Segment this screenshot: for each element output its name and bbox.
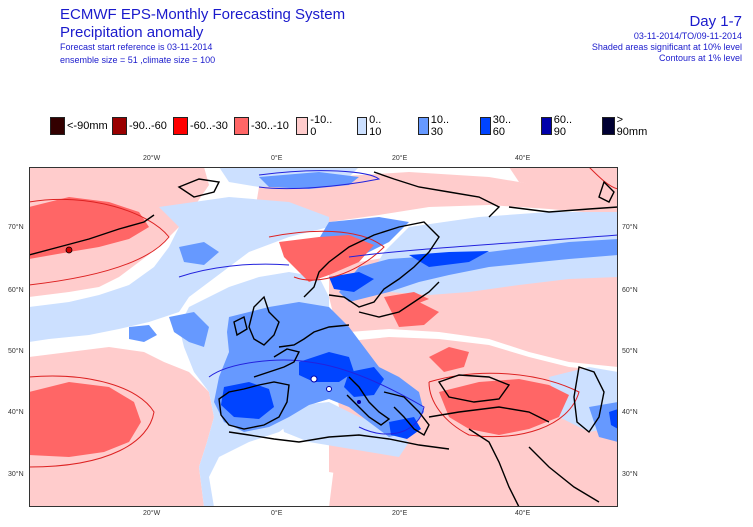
lon-label-bottom: 20°E [392, 510, 408, 517]
legend-swatch [50, 117, 65, 135]
contour-note: Contours at 1% level [658, 53, 742, 63]
coastlines [29, 171, 618, 507]
significance-contours [29, 167, 618, 468]
legend-swatch [480, 117, 491, 135]
map-frame [29, 167, 618, 507]
legend-item: -10.. 0 [296, 114, 335, 138]
legend-item: 30.. 60 [480, 114, 515, 138]
significance-markers [65, 246, 361, 404]
anomaly-medium-red-areas [29, 197, 569, 457]
legend-label: -90..-60 [129, 120, 167, 132]
lat-label-right: 70°N [622, 224, 638, 231]
day-range: Day 1-7 [689, 13, 742, 30]
lat-label-right: 40°N [622, 409, 638, 416]
lat-label-left: 40°N [8, 409, 24, 416]
period-text: 03-11-2014/TO/09-11-2014 [633, 31, 742, 41]
legend-label: <-90mm [67, 120, 108, 132]
lon-label-bottom: 40°E [515, 510, 531, 517]
chart-title: ECMWF EPS-Monthly Forecasting System [60, 6, 346, 23]
legend-swatch [234, 117, 249, 135]
legend-label: -30..-10 [251, 120, 289, 132]
lat-label-right: 50°N [622, 348, 638, 355]
legend-label: 30.. 60 [492, 114, 512, 138]
legend-label: 10.. 30 [430, 114, 450, 138]
legend-label: -10.. 0 [310, 114, 333, 138]
lat-label-right: 60°N [622, 287, 638, 294]
legend-swatch [296, 117, 309, 135]
legend-swatch [112, 117, 127, 135]
lat-label-left: 60°N [8, 287, 24, 294]
shaded-note: Shaded areas significant at 10% level [591, 42, 742, 52]
legend-swatch [173, 117, 188, 135]
ensemble-size-text: ensemble size = 51 ,climate size = 100 [60, 55, 216, 65]
chart-subtitle: Precipitation anomaly [60, 24, 204, 41]
legend-item: -30..-10 [234, 117, 289, 135]
lat-label-left: 30°N [8, 471, 24, 478]
legend-item: 10.. 30 [418, 114, 453, 138]
lon-label-top: 20°W [143, 155, 161, 162]
lon-label-top: 0°E [271, 155, 283, 162]
lat-label-right: 30°N [622, 471, 638, 478]
lon-label-bottom: 0°E [271, 510, 283, 517]
legend-label: > 90mm [616, 114, 648, 138]
legend-item: 0.. 10 [357, 114, 386, 138]
legend-item: -90..-60 [112, 117, 167, 135]
lat-label-left: 50°N [8, 348, 24, 355]
legend-swatch [541, 117, 552, 135]
lon-label-top: 40°E [515, 155, 531, 162]
lon-label-top: 20°E [392, 155, 408, 162]
legend-label: -60..-30 [190, 120, 228, 132]
anomaly-bright-blue-areas [221, 251, 618, 439]
legend-swatch [602, 117, 615, 135]
legend-swatch [357, 117, 368, 135]
forecast-start-text: Forecast start reference is 03-11-2014 [60, 42, 213, 52]
legend-label: 0.. 10 [369, 114, 382, 138]
legend-item: <-90mm [50, 117, 108, 135]
precipitation-anomaly-map [29, 167, 618, 507]
legend-swatch [418, 117, 429, 135]
legend-item: > 90mm [602, 114, 650, 138]
legend-item: -60..-30 [173, 117, 228, 135]
legend-item: 60.. 90 [541, 114, 576, 138]
lat-label-left: 70°N [8, 224, 24, 231]
lon-label-bottom: 20°W [143, 510, 161, 517]
legend-label: 60.. 90 [553, 114, 573, 138]
